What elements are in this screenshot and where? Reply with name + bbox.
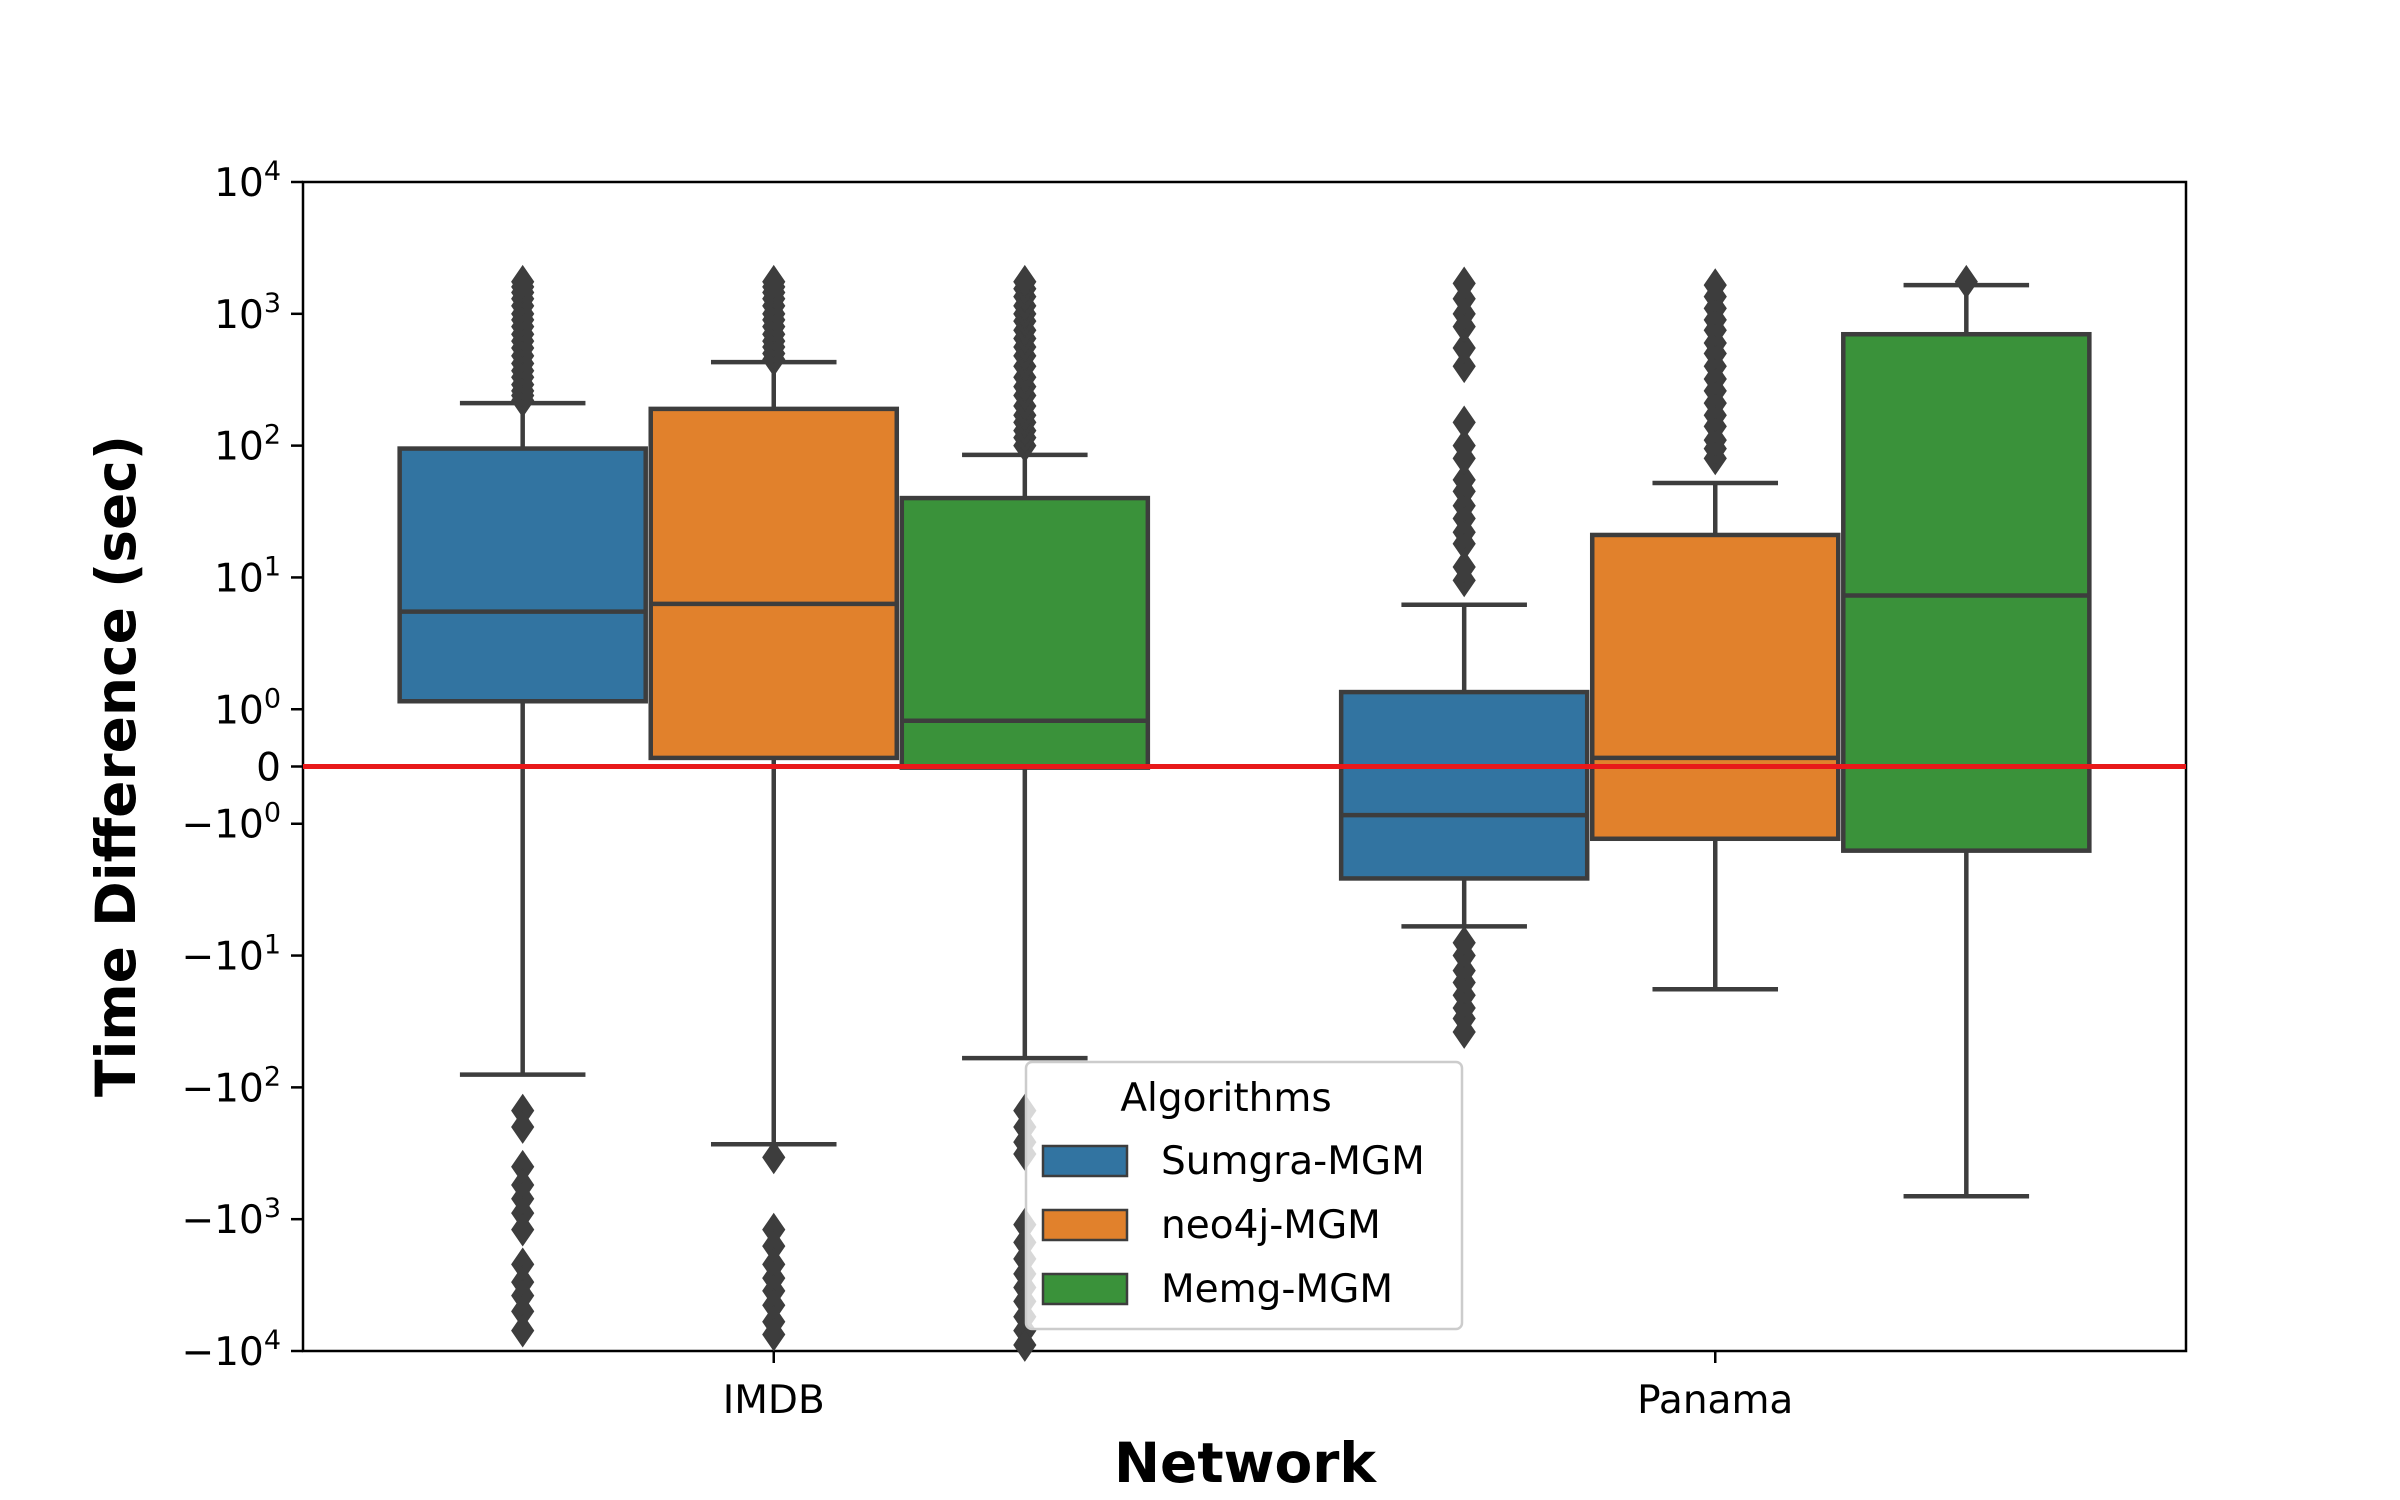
x-tick-label-imdb: IMDB [723, 1378, 825, 1423]
box-iqr [1589, 532, 1841, 842]
y-tick-label: 102 [214, 420, 281, 470]
box-iqr [1338, 689, 1590, 881]
y-tick-label: −102 [182, 1061, 282, 1111]
outlier-point [1452, 550, 1476, 584]
y-tick-label: 100 [214, 683, 281, 733]
outlier-point [1954, 264, 1978, 299]
legend: Algorithms Sumgra-MGM neo4j-MGM Memg-MGM [1024, 1060, 1464, 1331]
box-Sumgra-MGM-Panama [1338, 266, 1590, 1049]
box-iqr [397, 446, 648, 704]
outlier-point [511, 1212, 535, 1247]
legend-items: Sumgra-MGM neo4j-MGM Memg-MGM [1041, 1139, 1425, 1312]
legend-swatch [1041, 1208, 1129, 1242]
y-tick-label: 0 [256, 746, 281, 791]
y-tick-label: 104 [214, 156, 281, 206]
legend-swatch [1041, 1272, 1129, 1306]
outlier-point [1452, 462, 1476, 497]
outlier-point [1452, 331, 1476, 365]
y-tick-label: −100 [182, 798, 282, 848]
box-iqr [1841, 331, 2092, 853]
outlier-point [1452, 266, 1476, 301]
outlier-point [511, 264, 535, 299]
outlier-point [1013, 1328, 1037, 1362]
y-axis: 104 103 102 101 100 0 −100 −101 −102 −103 −104 [182, 156, 303, 1375]
legend-label: Sumgra-MGM [1161, 1139, 1425, 1184]
legend-swatch [1041, 1144, 1129, 1178]
outlier-point [762, 264, 786, 299]
outlier-point [511, 1110, 535, 1144]
x-axis-title: Network [1114, 1431, 1377, 1495]
x-axis: IMDB Panama [723, 1351, 1793, 1423]
x-tick-label-panama: Panama [1637, 1378, 1793, 1423]
outlier-point [762, 1317, 786, 1352]
outlier-point [1013, 264, 1037, 299]
box-iqr [899, 495, 1151, 770]
outlier-point [1452, 349, 1476, 384]
legend-label: neo4j-MGM [1161, 1203, 1381, 1248]
y-tick-label: −101 [182, 930, 282, 980]
y-tick-label: −104 [182, 1325, 282, 1375]
legend-label: Memg-MGM [1161, 1267, 1393, 1312]
box-neo4j-MGM-IMDB [648, 264, 900, 1352]
outlier-point [1703, 268, 1727, 303]
y-tick-label: −103 [182, 1193, 282, 1243]
outlier-point [511, 1313, 535, 1348]
y-tick-label: 101 [214, 551, 281, 601]
legend-title: Algorithms [1120, 1076, 1331, 1121]
outlier-point [1452, 428, 1476, 463]
y-axis-title: Time Difference (sec) [84, 435, 148, 1097]
legend-frame [1024, 1060, 1464, 1331]
outlier-point [1452, 405, 1476, 440]
box-iqr [648, 406, 900, 761]
y-tick-label: 103 [214, 288, 281, 338]
box-neo4j-MGM-Panama [1589, 268, 1841, 992]
outlier-point [762, 1140, 786, 1175]
box-Sumgra-MGM-IMDB [397, 264, 648, 1348]
outlier-point [1452, 1015, 1476, 1049]
